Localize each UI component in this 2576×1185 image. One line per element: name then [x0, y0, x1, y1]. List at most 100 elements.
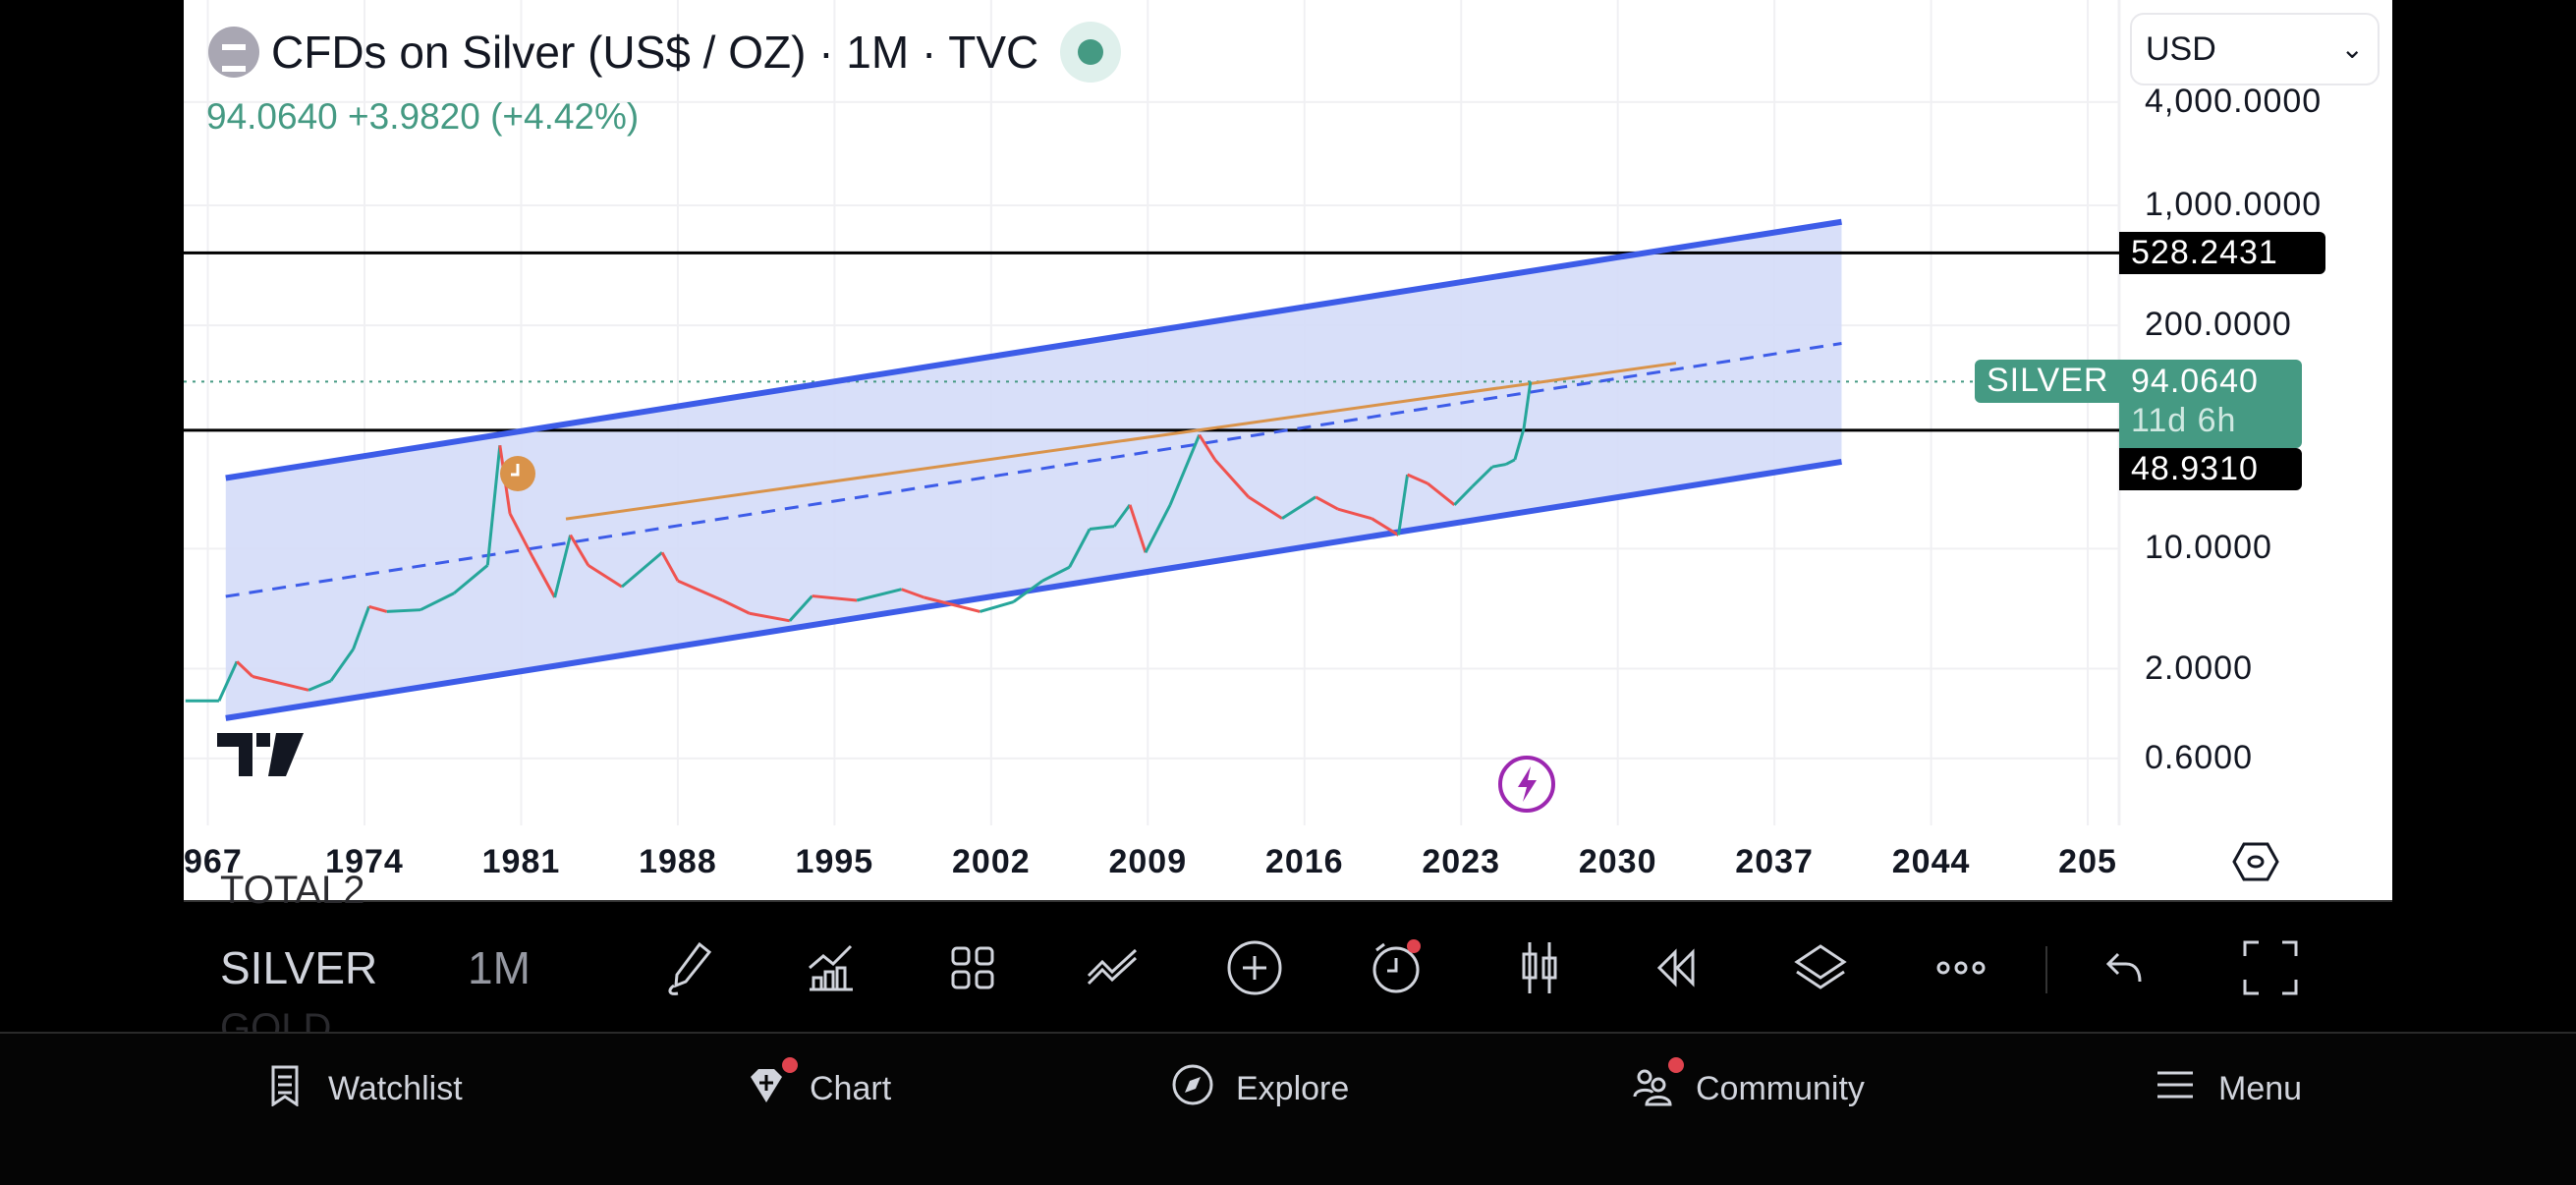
nav-explore[interactable]: Explore: [1171, 1063, 1349, 1115]
indicators-icon[interactable]: [802, 938, 861, 997]
price-segment: [352, 605, 370, 650]
price-segment: [1198, 433, 1216, 461]
menu-icon: [2154, 1063, 2197, 1115]
price-segment: [553, 535, 573, 598]
price-segment: [924, 595, 980, 613]
orange-trend-line: [565, 362, 1677, 521]
layout-grid-icon[interactable]: [943, 938, 1002, 997]
add-icon[interactable]: [1225, 938, 1284, 997]
price-segment: [308, 679, 332, 692]
lightning-icon[interactable]: [1496, 754, 1557, 815]
nav-label: Watchlist: [328, 1070, 463, 1107]
price-segment: [1128, 504, 1148, 553]
price-segment: [812, 594, 858, 602]
price-segment: [1513, 427, 1526, 461]
currency-select[interactable]: USD ⌄: [2130, 13, 2380, 85]
chevron-down-icon: ⌄: [2340, 33, 2364, 64]
nav-label: Chart: [810, 1070, 892, 1107]
price-change: +3.9820: [348, 96, 480, 137]
nav-menu[interactable]: Menu: [2154, 1063, 2302, 1115]
time-axis-label: 2030: [1578, 843, 1657, 880]
toolbar-interval[interactable]: 1M: [468, 942, 531, 993]
time-axis-label: 1995: [795, 843, 874, 880]
price-segment: [1427, 481, 1456, 506]
symbol-header[interactable]: CFDs on Silver (US$ / OZ) · 1M · TVC: [208, 22, 1122, 83]
chart-plot[interactable]: [0, 0, 2576, 900]
silver-logo-icon: [208, 27, 259, 78]
price-segment: [721, 598, 751, 615]
time-axis-label: 2023: [1422, 843, 1501, 880]
watchlist-icon: [263, 1063, 307, 1115]
price-segment: [1371, 517, 1400, 536]
time-axis-label: 1981: [481, 843, 561, 880]
price-segment: [620, 551, 663, 589]
price-axis-label: 1,000.0000: [2145, 186, 2323, 223]
nav-label: Menu: [2218, 1070, 2303, 1107]
channel-upper-line: [225, 218, 1842, 481]
price-segment: [1012, 579, 1044, 603]
drawings-icon[interactable]: [1083, 938, 1142, 997]
candlestick-icon[interactable]: [1510, 938, 1569, 997]
fullscreen-icon[interactable]: [2241, 938, 2300, 997]
time-axis-label: 967: [184, 843, 243, 880]
time-axis-label: 2044: [1891, 843, 1971, 880]
price-axis-label: 2.0000: [2145, 649, 2253, 687]
price-segment: [508, 513, 534, 558]
replay-icon[interactable]: [1648, 938, 1707, 997]
price-segment: [453, 564, 489, 594]
currency-value: USD: [2146, 30, 2216, 68]
price-segment: [386, 608, 421, 613]
nav-label: Explore: [1236, 1070, 1350, 1107]
notification-dot: [1668, 1057, 1684, 1073]
price-segment: [1144, 504, 1172, 553]
price-axis-label: 4,000.0000: [2145, 82, 2323, 120]
price-segment: [1213, 458, 1250, 498]
nav-community[interactable]: Community: [1631, 1057, 1865, 1115]
tradingview-logo-icon: [217, 733, 304, 776]
explore-icon: [1171, 1063, 1214, 1115]
price-segment: [1337, 507, 1372, 521]
undo-icon[interactable]: [2097, 938, 2156, 997]
toolbar-symbol[interactable]: SILVER: [220, 942, 378, 993]
price-segment: [788, 594, 813, 622]
symbol-title: CFDs on Silver (US$ / OZ) · 1M · TVC: [271, 27, 1039, 78]
bottom-nav: Watchlist Chart Explore Community Menu: [0, 1032, 2576, 1185]
time-axis-label: 205: [2058, 843, 2117, 880]
price-segment: [1041, 565, 1071, 583]
price-segment: [1089, 525, 1115, 531]
market-status-icon[interactable]: [1060, 22, 1122, 83]
watchlist-ghost-above: TOTAL2: [220, 869, 365, 912]
channel-lower-line: [225, 458, 1842, 721]
price-segment: [1168, 434, 1202, 506]
price-segment: [1248, 495, 1283, 520]
price-segment: [749, 611, 791, 623]
time-axis-label: 2009: [1108, 843, 1188, 880]
price-segment: [1112, 503, 1132, 528]
time-axis-label: 2016: [1264, 843, 1344, 880]
price-segment: [1406, 473, 1428, 485]
time-axis-label: 2002: [952, 843, 1031, 880]
time-axis-label: 1988: [639, 843, 717, 880]
more-icon[interactable]: [1932, 938, 1990, 997]
price-segment: [1281, 495, 1316, 520]
nav-chart[interactable]: Chart: [745, 1057, 892, 1115]
pencil-icon[interactable]: [660, 938, 719, 997]
price-segment: [901, 588, 925, 599]
price-segment: [368, 604, 388, 613]
price-segment: [856, 588, 903, 602]
nav-watchlist[interactable]: Watchlist: [263, 1063, 463, 1115]
price-segment: [660, 551, 680, 582]
price-segment: [531, 555, 556, 598]
time-axis-label: 1974: [325, 843, 404, 880]
channel-fill: [225, 221, 1842, 718]
price-segment: [677, 579, 724, 602]
event-clock-icon[interactable]: [498, 454, 539, 495]
price-change-pct: (+4.42%): [490, 96, 640, 137]
alert-clock-icon[interactable]: [1367, 938, 1426, 997]
time-axis-label: 2037: [1735, 843, 1814, 880]
layers-icon[interactable]: [1791, 938, 1850, 997]
last-price-tag: 94.0640 11d 6h: [2119, 360, 2302, 448]
price-segment: [1505, 458, 1516, 466]
chart-icon: [745, 1057, 798, 1115]
chart-settings-icon[interactable]: [2232, 841, 2279, 882]
